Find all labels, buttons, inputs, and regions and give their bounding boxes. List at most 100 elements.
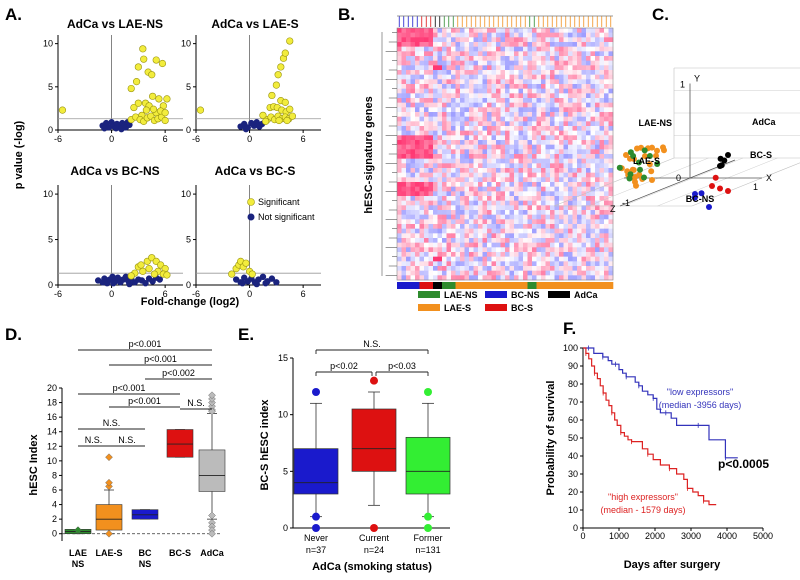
heatmap-cell: [559, 270, 564, 276]
heatmap-cell: [491, 238, 497, 243]
heatmap-cell: [487, 163, 492, 169]
heatmap-cell: [572, 256, 578, 262]
heatmap-cell: [599, 233, 605, 239]
heatmap-cell: [505, 238, 510, 243]
heatmap-cell: [437, 42, 443, 47]
volcano-y-label: p value (-log): [13, 120, 25, 189]
heatmap-cell: [464, 219, 470, 225]
heatmap-cell: [505, 102, 510, 108]
heatmap-cell: [464, 107, 470, 113]
heatmap-cell: [428, 79, 434, 85]
heatmap-cell: [590, 98, 596, 103]
heatmap-cell: [505, 266, 510, 271]
heatmap-cell: [428, 37, 434, 43]
heatmap-cell: [460, 205, 465, 211]
heatmap-cell: [455, 93, 461, 99]
volcano-point-significant: [149, 92, 157, 100]
heatmap-cell: [577, 210, 582, 215]
heatmap-cell: [473, 163, 479, 169]
heatmap-cell: [464, 74, 470, 80]
heatmap-cell: [541, 37, 546, 43]
heatmap-cell: [518, 168, 524, 173]
heatmap-cell: [541, 130, 546, 136]
heatmap-cell: [541, 266, 546, 271]
heatmap-cell: [554, 228, 560, 234]
heatmap-cell: [460, 233, 465, 239]
heatmap-cell: [536, 140, 542, 145]
pca-cluster-label: AdCa: [752, 117, 776, 127]
heatmap-cell: [415, 158, 420, 164]
heatmap-cell: [397, 144, 402, 150]
heatmap-cell: [518, 270, 524, 276]
heatmap-cell: [563, 121, 569, 127]
heatmap-cell: [437, 79, 443, 85]
heatmap-cell: [397, 214, 402, 220]
heatmap-cell: [599, 46, 605, 52]
heatmap-cell: [505, 275, 510, 281]
heatmap-legend-swatch: [485, 304, 507, 311]
heatmap-cell: [473, 210, 479, 215]
heatmap-cell: [523, 60, 528, 66]
heatmap-cell: [590, 247, 596, 253]
heatmap-cell: [509, 238, 515, 243]
heatmap-cell: [433, 93, 438, 99]
heatmap-cell: [550, 172, 555, 178]
heatmap-cell: [464, 154, 470, 159]
heatmap-cell: [590, 140, 596, 145]
heatmap-cell: [581, 46, 587, 52]
heatmap-cell: [406, 154, 411, 159]
heatmap-cell: [523, 28, 528, 33]
heatmap-cell: [437, 214, 443, 220]
heatmap-cell: [532, 51, 537, 57]
heatmap-cell: [500, 219, 506, 225]
heatmap-cell: [586, 200, 591, 206]
heatmap-cell: [437, 88, 443, 94]
heatmap-cell: [428, 228, 434, 234]
heatmap-cell: [563, 126, 569, 131]
heatmap-cell: [473, 168, 479, 173]
heatmap-cell: [568, 214, 573, 220]
heatmap-cell: [482, 242, 488, 248]
heatmap-cell: [487, 144, 492, 150]
heatmap-cell: [590, 74, 596, 80]
heatmap-cell: [541, 93, 546, 99]
heatmap-cell: [559, 79, 564, 85]
heatmap-cell: [455, 214, 461, 220]
heatmap-cell: [491, 214, 497, 220]
volcano-point-significant: [161, 109, 169, 117]
heatmap-cell: [460, 102, 465, 108]
heatmap-cell: [460, 46, 465, 52]
heatmap-cell: [541, 60, 546, 66]
heatmap-cell: [550, 130, 555, 136]
heatmap-cell: [559, 140, 564, 145]
heatmap-cell: [568, 70, 573, 75]
heatmap-cell: [590, 261, 596, 267]
heatmap-cell: [424, 46, 429, 52]
heatmap-cell: [590, 168, 596, 173]
heatmap-cell: [595, 42, 600, 47]
pca-point: [641, 174, 647, 181]
volcano-point-significant: [152, 56, 160, 64]
heatmap-cell: [410, 261, 416, 267]
heatmap-cell: [518, 116, 524, 122]
heatmap-cell: [545, 126, 551, 131]
heatmap-cell: [541, 65, 546, 71]
heatmap-cell: [437, 116, 443, 122]
heatmap-cell: [446, 186, 452, 192]
heatmap-cell: [419, 205, 425, 211]
heatmap-cell: [577, 242, 582, 248]
heatmap-cell: [442, 46, 447, 52]
legend-not-significant-label: Not significant: [258, 212, 315, 222]
heatmap-cell: [487, 88, 492, 94]
heatmap-cell: [532, 196, 537, 201]
heatmap-cell: [568, 210, 573, 215]
heatmap-cell: [568, 154, 573, 159]
heatmap-cell: [568, 233, 573, 239]
pca-point: [661, 147, 667, 154]
heatmap-cell: [464, 56, 470, 61]
heatmap-cell: [572, 93, 578, 99]
heatmap-cell: [595, 144, 600, 150]
heatmap-cell: [532, 205, 537, 211]
heatmap-cell: [464, 116, 470, 122]
heatmap-cell: [518, 163, 524, 169]
